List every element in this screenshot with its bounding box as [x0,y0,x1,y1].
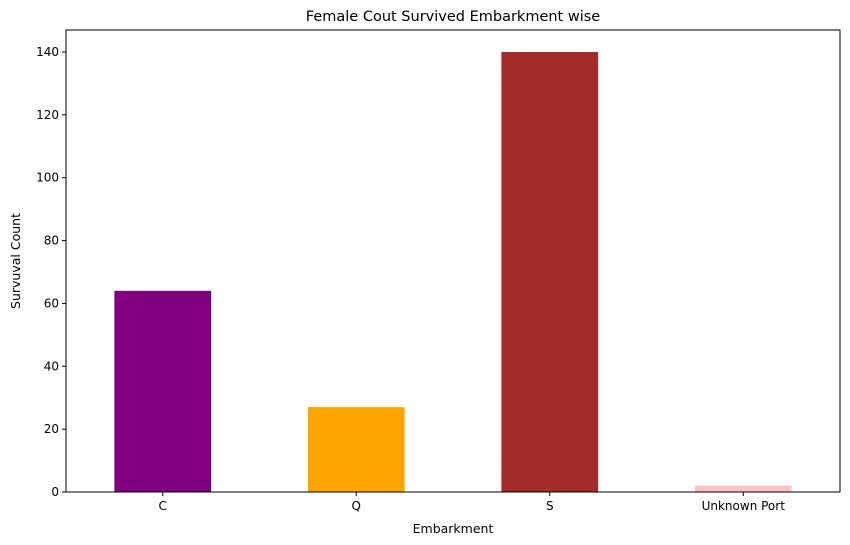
chart-title: Female Cout Survived Embarkment wise [306,9,601,25]
y-axis: 0 20 40 60 80 100 120 140 [36,45,66,499]
bars-group [114,52,792,492]
x-axis-label: Embarkment [413,521,494,536]
y-tick-label: 20 [44,422,59,436]
bar-s [501,52,599,492]
x-tick-label: S [546,499,554,513]
bar-q [307,407,405,492]
y-tick-label: 120 [36,108,59,122]
bar-unknown-port [694,485,792,492]
x-axis: C Q S Unknown Port [159,492,786,513]
bar-c [114,290,212,492]
y-tick-label: 80 [44,234,59,248]
x-tick-label: C [159,499,167,513]
y-tick-label: 0 [51,485,59,499]
x-tick-label: Unknown Port [702,499,786,513]
y-tick-label: 140 [36,45,59,59]
x-tick-label: Q [352,499,361,513]
y-tick-label: 60 [44,296,59,310]
y-tick-label: 100 [36,171,59,185]
plot-frame [65,29,841,493]
y-axis-label: Survuval Count [8,213,23,309]
y-tick-label: 40 [44,359,59,373]
